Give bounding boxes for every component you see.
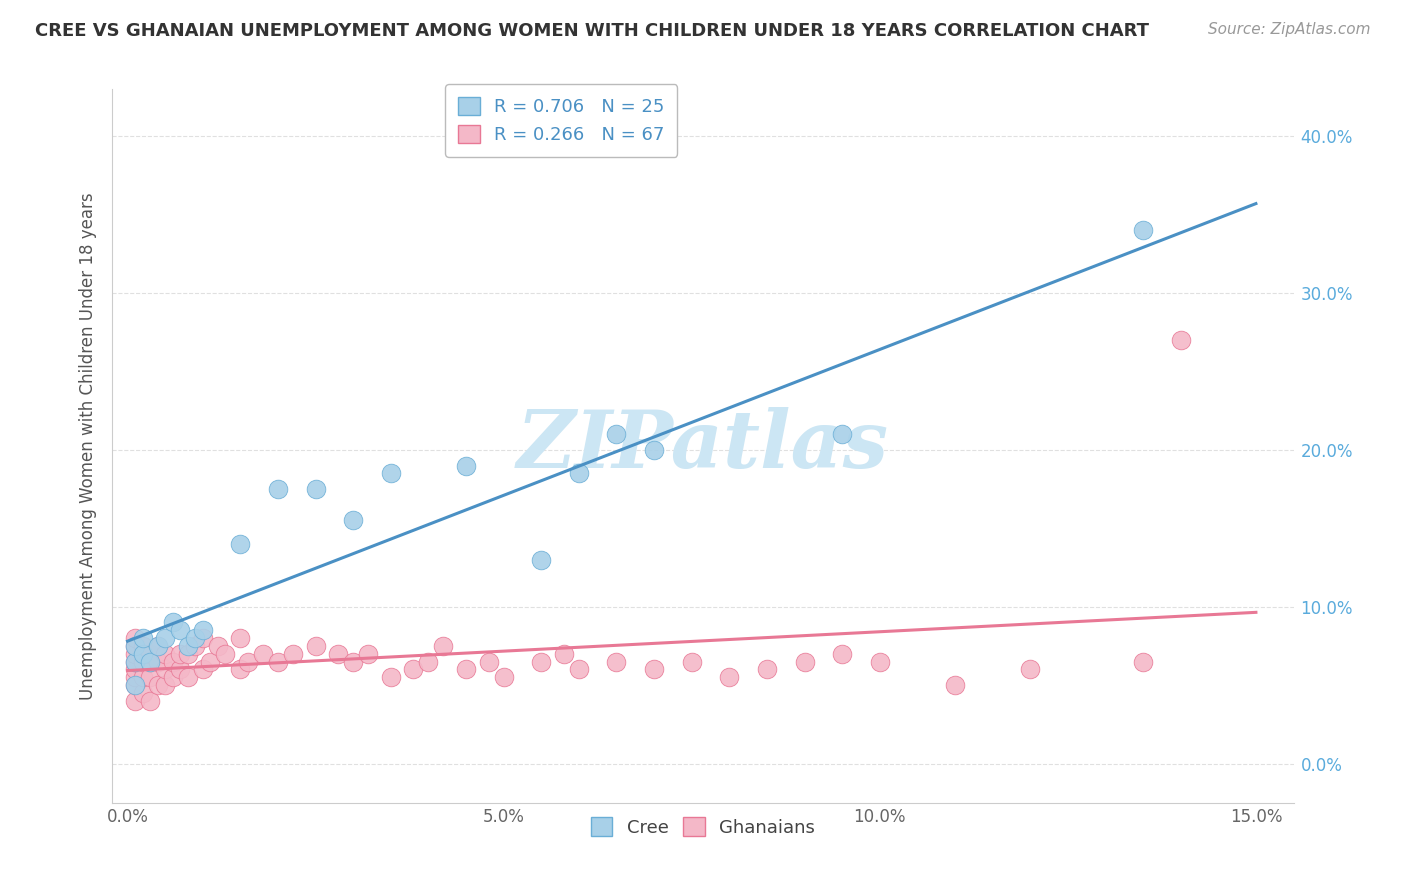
Point xyxy=(191,663,214,677)
Point xyxy=(402,663,425,677)
Point xyxy=(124,670,146,684)
Point xyxy=(169,663,191,677)
Point xyxy=(124,647,146,661)
Point xyxy=(643,663,665,677)
Point xyxy=(605,655,627,669)
Point xyxy=(342,514,364,528)
Point xyxy=(124,655,146,669)
Point xyxy=(153,663,176,677)
Point xyxy=(207,639,229,653)
Point xyxy=(553,647,575,661)
Point xyxy=(568,467,591,481)
Point xyxy=(124,631,146,645)
Legend: Cree, Ghanaians: Cree, Ghanaians xyxy=(583,810,823,844)
Point xyxy=(139,655,162,669)
Point xyxy=(530,655,553,669)
Point xyxy=(184,631,207,645)
Point xyxy=(131,670,153,684)
Point xyxy=(681,655,703,669)
Point xyxy=(124,639,146,653)
Point xyxy=(124,655,146,669)
Point xyxy=(304,639,326,653)
Point xyxy=(478,655,501,669)
Point xyxy=(162,655,184,669)
Point xyxy=(200,655,222,669)
Point xyxy=(124,678,146,692)
Point xyxy=(229,631,252,645)
Point xyxy=(153,647,176,661)
Point xyxy=(1132,655,1154,669)
Point xyxy=(131,655,153,669)
Point xyxy=(304,482,326,496)
Text: ZIPatlas: ZIPatlas xyxy=(517,408,889,484)
Point xyxy=(124,639,146,653)
Point xyxy=(184,639,207,653)
Point xyxy=(252,647,274,661)
Point xyxy=(530,552,553,566)
Point xyxy=(357,647,380,661)
Text: CREE VS GHANAIAN UNEMPLOYMENT AMONG WOMEN WITH CHILDREN UNDER 18 YEARS CORRELATI: CREE VS GHANAIAN UNEMPLOYMENT AMONG WOME… xyxy=(35,22,1149,40)
Point xyxy=(191,624,214,638)
Point xyxy=(169,647,191,661)
Point xyxy=(131,639,153,653)
Point xyxy=(124,678,146,692)
Point xyxy=(146,639,169,653)
Point xyxy=(177,670,200,684)
Point xyxy=(124,694,146,708)
Point xyxy=(793,655,815,669)
Point xyxy=(831,647,853,661)
Point xyxy=(139,694,162,708)
Point xyxy=(605,427,627,442)
Point xyxy=(131,647,153,661)
Point xyxy=(162,670,184,684)
Point xyxy=(124,663,146,677)
Point xyxy=(146,655,169,669)
Point xyxy=(131,686,153,700)
Point xyxy=(131,647,153,661)
Point xyxy=(342,655,364,669)
Point xyxy=(328,647,350,661)
Point xyxy=(432,639,454,653)
Point xyxy=(1019,663,1042,677)
Point xyxy=(139,670,162,684)
Point xyxy=(718,670,741,684)
Point xyxy=(153,678,176,692)
Point xyxy=(267,655,290,669)
Point xyxy=(454,458,477,473)
Point xyxy=(131,631,153,645)
Point xyxy=(177,647,200,661)
Point xyxy=(831,427,853,442)
Point xyxy=(755,663,778,677)
Point xyxy=(281,647,304,661)
Point xyxy=(139,647,162,661)
Point xyxy=(492,670,515,684)
Y-axis label: Unemployment Among Women with Children Under 18 years: Unemployment Among Women with Children U… xyxy=(79,192,97,700)
Point xyxy=(380,467,402,481)
Point xyxy=(418,655,440,669)
Text: Source: ZipAtlas.com: Source: ZipAtlas.com xyxy=(1208,22,1371,37)
Point xyxy=(568,663,591,677)
Point xyxy=(146,639,169,653)
Point xyxy=(146,678,169,692)
Point xyxy=(177,639,200,653)
Point xyxy=(169,624,191,638)
Point xyxy=(236,655,259,669)
Point xyxy=(267,482,290,496)
Point xyxy=(153,631,176,645)
Point xyxy=(191,631,214,645)
Point xyxy=(454,663,477,677)
Point xyxy=(162,615,184,630)
Point xyxy=(229,537,252,551)
Point xyxy=(214,647,236,661)
Point xyxy=(869,655,891,669)
Point xyxy=(943,678,966,692)
Point xyxy=(229,663,252,677)
Point xyxy=(139,655,162,669)
Point xyxy=(643,442,665,457)
Point xyxy=(1170,333,1192,347)
Point xyxy=(1132,223,1154,237)
Point xyxy=(380,670,402,684)
